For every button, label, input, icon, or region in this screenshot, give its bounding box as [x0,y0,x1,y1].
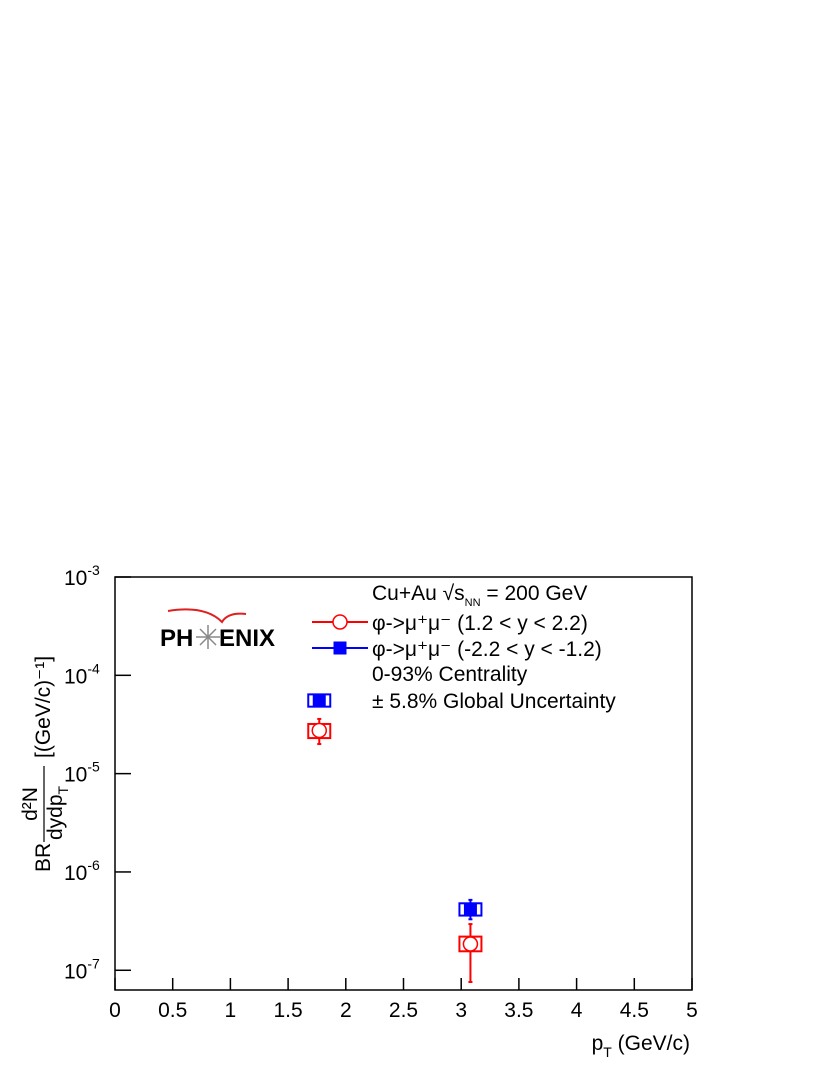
x-tick-label: 1 [225,999,237,1022]
y-tick-exponent: -4 [87,660,100,676]
y-tick-label: 10-4 [64,660,100,688]
y-label-den-text: dydp [44,794,67,840]
annotation-text: Cu+Au √s [372,582,465,605]
legend-label: φ->μ⁺μ⁻ (1.2 < y < 2.2) [372,612,588,635]
x-tick-label: 2 [340,999,352,1022]
annotation-sub: NN [465,597,481,609]
y-tick-exponent: -7 [87,955,100,971]
y-label-prefix: BR [32,843,55,872]
y-tick-base: 10 [64,960,87,983]
y-tick-base: 10 [64,764,87,787]
x-tick-label: 4.5 [620,999,649,1022]
x-axis-label: pT (GeV/c) [592,1032,690,1060]
y-tick-label: 10-5 [64,759,100,787]
y-tick-exponent: -3 [87,562,100,578]
x-tick-label: 5 [686,999,698,1022]
marker [463,902,477,916]
x-tick-label: 0 [109,999,121,1022]
x-tick-label: 1.5 [273,999,302,1022]
x-tick-label: 3.5 [504,999,533,1022]
x-label-main: p [592,1032,604,1055]
legend-marker [332,614,348,630]
marker [462,936,479,952]
x-label-unit: (GeV/c) [612,1032,690,1055]
logo-swoosh [167,608,247,624]
annotation: ± 5.8% Global Uncertainty [372,690,616,713]
y-tick-label: 10-6 [64,857,100,885]
y-tick-exponent: -5 [87,759,100,775]
x-tick-label: 4 [571,999,583,1022]
logo-text: ENIX [219,625,275,652]
legend-label: φ->μ⁺μ⁻ (-2.2 < y < -1.2) [372,638,602,661]
y-label-den-sub: T [55,785,71,794]
legend-marker [333,641,347,655]
y-axis-label: BR d²N dydpT [(GeV/c)⁻¹] [19,656,71,872]
y-tick-base: 10 [64,567,87,590]
y-tick-label: 10-3 [64,562,100,590]
marker [311,722,328,739]
annotation: 0-93% Centrality [372,663,528,686]
y-tick-base: 10 [64,862,87,885]
y-label-unit: [(GeV/c)⁻¹] [32,656,55,758]
y-tick-base: 10 [64,665,87,688]
y-label-numerator: d²N [19,787,42,821]
x-label-sub: T [603,1044,612,1060]
y-tick-label: 10-7 [64,955,100,983]
marker [312,693,326,707]
annotation-text: = 200 GeV [481,582,588,605]
logo: PH ENIX [160,608,275,652]
annotation: Cu+Au √sNN = 200 GeV [372,582,587,609]
x-tick-label: 3 [455,999,467,1022]
x-tick-label: 2.5 [389,999,418,1022]
logo-text: PH [160,625,193,652]
y-label-denominator: dydpT [44,785,71,840]
x-tick-label: 0.5 [158,999,187,1022]
logo-star [196,625,220,649]
y-tick-exponent: -6 [87,857,100,873]
